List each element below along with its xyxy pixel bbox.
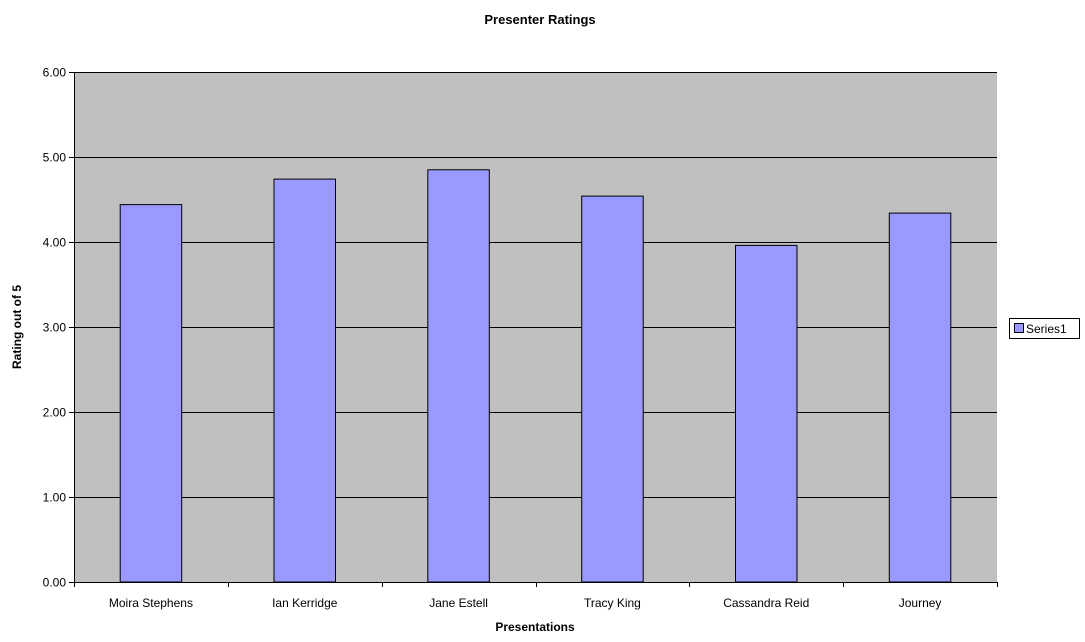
bar [273, 178, 336, 583]
x-tick-label: Cassandra Reid [723, 596, 809, 610]
bar [119, 204, 183, 583]
x-tick-label: Tracy King [584, 596, 641, 610]
bar [888, 212, 952, 583]
y-tick-label: 1.00 [43, 491, 67, 505]
bar [581, 195, 644, 583]
legend-swatch [1014, 323, 1024, 333]
x-tick-label: Moira Stephens [109, 596, 193, 610]
y-tick-label: 2.00 [43, 406, 67, 420]
y-tick-label: 5.00 [43, 151, 67, 165]
legend-box [1009, 318, 1080, 339]
plot-area: 0.00 1.00 2.00 3.00 4.00 5.00 6.00 Moira Stephe… [43, 66, 998, 610]
y-tick-label: 4.00 [43, 236, 67, 250]
y-axis-label: Rating out of 5 [10, 285, 24, 369]
bar [427, 169, 490, 583]
x-tick-label: Ian Kerridge [272, 596, 338, 610]
x-axis-label: Presentations [495, 620, 575, 634]
x-tick-label: Jane Estell [429, 596, 488, 610]
legend: Series1 [1009, 318, 1080, 339]
bar [735, 244, 798, 583]
y-tick-label: 0.00 [43, 576, 67, 590]
legend-label: Series1 [1026, 322, 1067, 336]
y-tick-label: 3.00 [43, 321, 67, 335]
x-tick-label: Journey [899, 596, 942, 610]
chart-title: Presenter Ratings [484, 12, 595, 27]
y-tick-label: 6.00 [43, 66, 67, 80]
